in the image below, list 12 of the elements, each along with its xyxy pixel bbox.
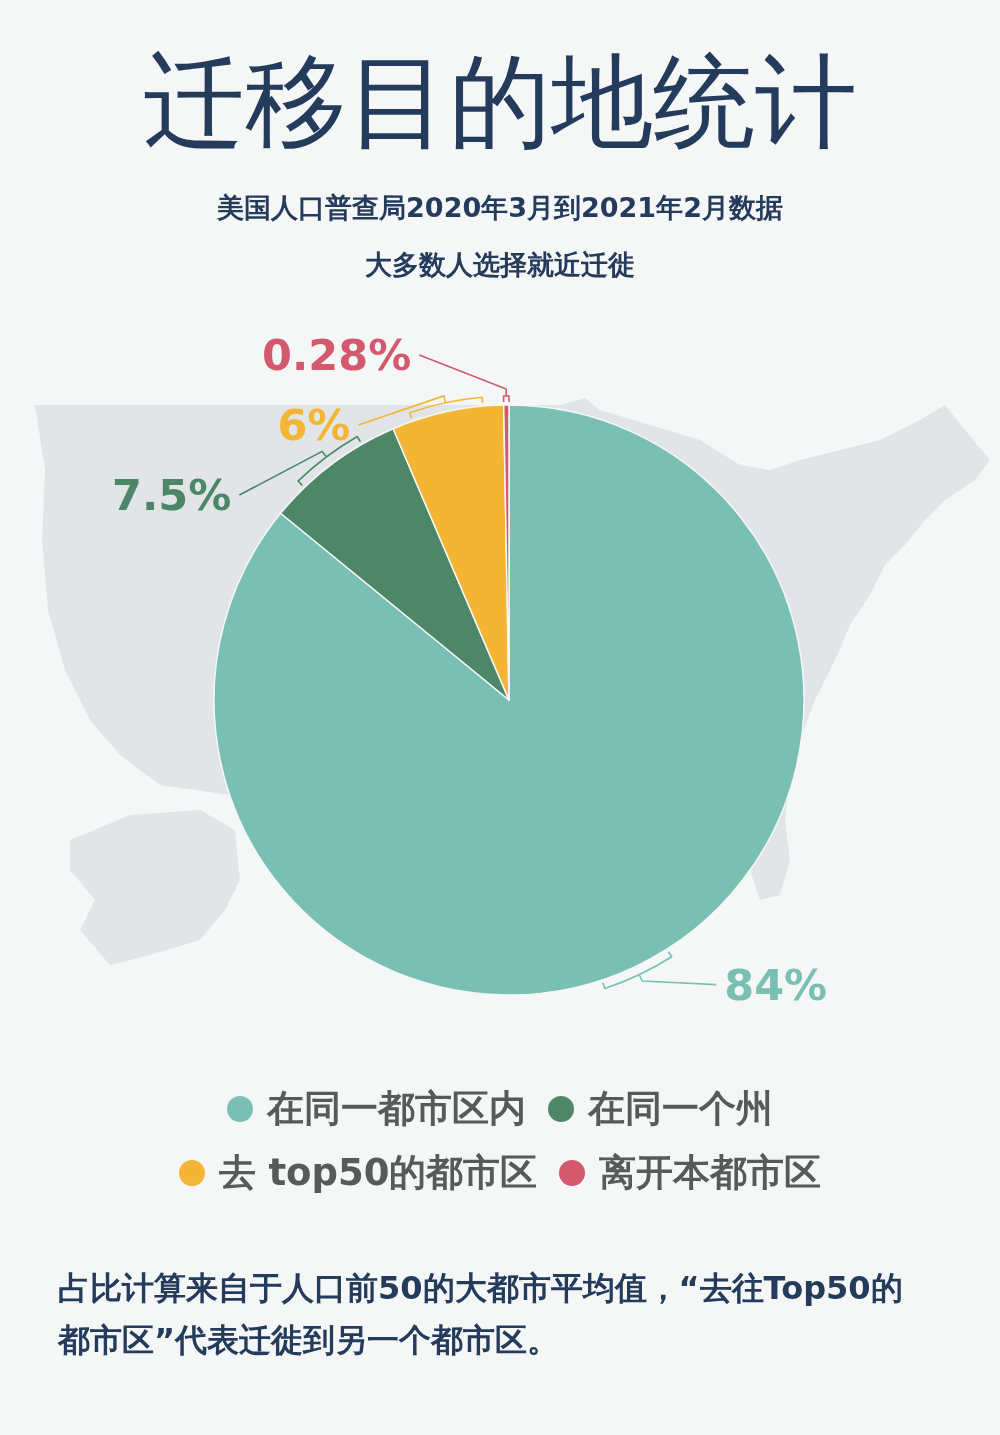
data-label: 6% xyxy=(277,400,351,451)
chart-title: 迁移目的地统计 xyxy=(142,41,858,163)
text: 占比计算来自于人口前50的大都市平均值，“去往Top50的都市区”代表迁徙到另一个都市区。 xyxy=(58,1268,904,1361)
legend-label: 在同一个州 xyxy=(588,1086,773,1132)
legend-label: 去 top50的都市区 xyxy=(218,1150,538,1196)
chart-subtitle: 美国人口普查局2020年3月到2021年2月数据 xyxy=(216,191,784,225)
legend-label: 在同一都市区内 xyxy=(267,1086,526,1132)
data-label: 84% xyxy=(724,960,828,1011)
legend-label: 离开本都市区 xyxy=(599,1150,822,1196)
data-label: 0.28% xyxy=(262,330,412,381)
text: 大多数人选择就近迁徙 xyxy=(364,248,636,282)
data-label: 7.5% xyxy=(112,470,232,521)
